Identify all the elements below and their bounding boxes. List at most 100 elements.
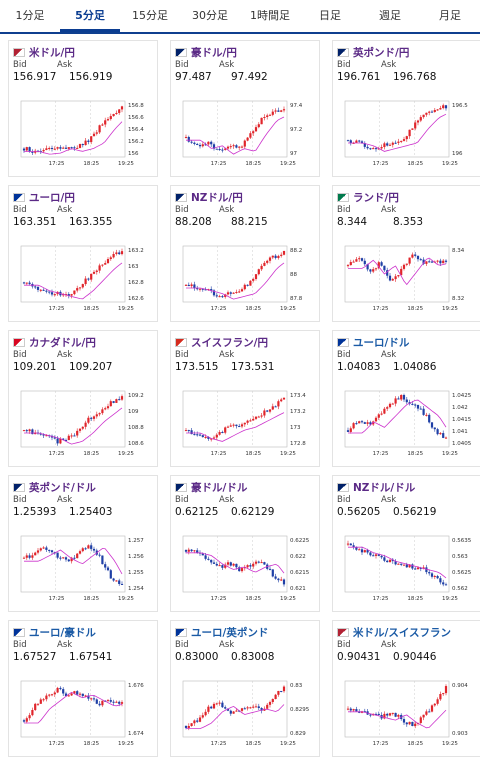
ask-value: 196.768: [393, 71, 437, 83]
rate-card[interactable]: ユーロ/円 Bid Ask 163.351 163.355 163.2 163 162.8 16…: [8, 185, 158, 322]
mini-chart[interactable]: 8.34 8.32 17:25 18:25 19:25: [337, 242, 477, 316]
rate-card[interactable]: 英ポンド/ドル Bid Ask 1.25393 1.25403 1.257 1.256 1.2…: [8, 475, 158, 612]
mini-chart[interactable]: 88.2 88 87.8 17:25 18:25 19:25: [175, 242, 315, 316]
candle-body: [115, 399, 118, 403]
candle-body: [232, 424, 235, 426]
rate-card[interactable]: 米ドル/スイスフラン Bid Ask 0.90431 0.90446 0.904 0.903…: [332, 620, 480, 757]
mini-chart[interactable]: 0.83 0.8295 0.829 17:25 18:25 19:25: [175, 677, 315, 751]
pair-name[interactable]: NZドル/ドル: [353, 481, 416, 494]
pair-name[interactable]: スイスフラン/円: [191, 336, 269, 349]
rate-card[interactable]: ユーロ/豪ドル Bid Ask 1.67527 1.67541 1.676 1.674 17:…: [8, 620, 158, 757]
tab-5[interactable]: 1時間足: [250, 9, 290, 22]
candle-body: [439, 578, 442, 583]
candle-body: [42, 699, 45, 701]
rate-card[interactable]: 豪ドル/ドル Bid Ask 0.62125 0.62129 0.6225 0.622 0.6…: [170, 475, 320, 612]
bid-value: 8.344: [337, 216, 368, 228]
mini-chart[interactable]: 173.4 173.2 173 172.8 17:25 18:25 19:25: [175, 387, 315, 461]
candle-body: [243, 567, 246, 569]
mini-chart[interactable]: 156.8 156.6 156.4 156.2 156 17:25 18:25 19:25: [13, 97, 153, 171]
candle-body: [408, 129, 411, 137]
candle-body: [45, 148, 48, 150]
candle-body: [346, 708, 350, 710]
candle-body: [422, 408, 425, 415]
candle-body: [78, 287, 82, 289]
candle-body: [358, 258, 361, 260]
y-tick-label: 196: [452, 151, 463, 157]
moving-average-line: [24, 121, 123, 155]
candle-body: [405, 564, 408, 568]
pair-name[interactable]: 英ポンド/円: [353, 46, 410, 59]
candle-body: [366, 422, 369, 424]
pair-name[interactable]: 豪ドル/円: [191, 46, 237, 59]
tab-6[interactable]: 日足: [319, 9, 341, 22]
rate-card[interactable]: 英ポンド/円 Bid Ask 196.761 196.768 196.5 196 17:25 1…: [332, 40, 480, 177]
pair-name[interactable]: カナダドル/円: [29, 336, 96, 349]
pair-name[interactable]: ユーロ/豪ドル: [29, 626, 96, 639]
candle-body: [433, 110, 436, 112]
tab-7[interactable]: 週足: [379, 9, 401, 22]
mini-chart[interactable]: 0.6225 0.622 0.6215 0.621 17:25 18:25 19:25: [175, 532, 315, 606]
candle-body: [70, 435, 73, 437]
candle-body: [204, 436, 207, 438]
bid-ask-labels: Bid Ask: [337, 640, 477, 650]
pair-name[interactable]: 米ドル/円: [29, 46, 75, 59]
pair-name[interactable]: ユーロ/英ポンド: [191, 626, 269, 639]
pair-name[interactable]: NZドル/円: [191, 191, 243, 204]
rate-card[interactable]: NZドル/ドル Bid Ask 0.56205 0.56219 0.5635 0.563 0.…: [332, 475, 480, 612]
mini-chart[interactable]: 163.2 163 162.8 162.6 17:25 18:25 19:25: [13, 242, 153, 316]
ask-label: Ask: [57, 640, 73, 650]
tab-8[interactable]: 月足: [439, 9, 461, 22]
mini-chart[interactable]: 0.904 0.903 17:25 18:25 19:25: [337, 677, 477, 751]
candle-body: [198, 717, 202, 722]
candle-body: [106, 567, 110, 571]
candle-body: [45, 435, 48, 437]
ask-label: Ask: [219, 350, 235, 360]
tab-1[interactable]: 1分足: [15, 9, 45, 22]
candle-body: [115, 580, 118, 582]
candle-body: [221, 296, 224, 298]
mini-chart[interactable]: 196.5 196 17:25 18:25 19:25: [337, 97, 477, 171]
rate-card[interactable]: ユーロ/ドル Bid Ask 1.04083 1.04086 1.0425 1.042 1.0…: [332, 330, 480, 467]
mini-chart[interactable]: 0.5635 0.563 0.5625 0.562 17:25 18:25 19:25: [337, 532, 477, 606]
bid-label: Bid: [337, 640, 351, 650]
candle-body: [386, 143, 389, 146]
pair-name[interactable]: ランド/円: [353, 191, 399, 204]
mini-chart[interactable]: 1.0425 1.042 1.0415 1.041 1.0405 17:25 18:25 19…: [337, 387, 477, 461]
candle-body: [87, 140, 90, 142]
pair-name[interactable]: 米ドル/スイスフラン: [353, 626, 452, 639]
rate-card[interactable]: ランド/円 Bid Ask 8.344 8.353 8.34 8.32 17:25 18:25 1…: [332, 185, 480, 322]
mini-chart[interactable]: 109.2 109 108.8 108.6 17:25 18:25 19:25: [13, 387, 153, 461]
pair-name[interactable]: 英ポンド/ドル: [29, 481, 96, 494]
candle-body: [391, 559, 394, 562]
y-tick-label: 97.2: [290, 127, 302, 133]
bid-label: Bid: [13, 640, 27, 650]
pair-name[interactable]: ユーロ/円: [29, 191, 75, 204]
rate-card[interactable]: カナダドル/円 Bid Ask 109.201 109.207 109.2 109 108.8…: [8, 330, 158, 467]
tab-2[interactable]: 5分足: [60, 0, 120, 32]
candle-body: [360, 258, 364, 261]
mini-chart[interactable]: 97.4 97.2 97 17:25 18:25 19:25: [175, 97, 315, 171]
candle-body: [28, 715, 31, 719]
mini-chart[interactable]: 1.676 1.674 17:25 18:25 19:25: [13, 677, 153, 751]
tab-4[interactable]: 30分足: [192, 9, 228, 22]
rate-card[interactable]: ユーロ/英ポンド Bid Ask 0.83000 0.83008 0.83 0.8295 0.…: [170, 620, 320, 757]
candle-body: [64, 693, 68, 697]
rate-card[interactable]: 豪ドル/円 Bid Ask 97.487 97.492 97.4 97.2 97 17:25 18…: [170, 40, 320, 177]
x-tick-label: 18:25: [83, 596, 99, 602]
pair-name[interactable]: 豪ドル/ドル: [191, 481, 248, 494]
candle-body: [34, 286, 37, 288]
tab-3[interactable]: 15分足: [132, 9, 168, 22]
bid-label: Bid: [337, 350, 351, 360]
chart-frame: [344, 535, 450, 593]
candle-body: [363, 550, 366, 553]
y-tick-label: 8.34: [452, 248, 465, 254]
ask-value: 1.04086: [393, 361, 437, 373]
rate-card[interactable]: 米ドル/円 Bid Ask 156.917 156.919 156.8 156.6 156.4…: [8, 40, 158, 177]
rate-card[interactable]: スイスフラン/円 Bid Ask 173.515 173.531 173.4 173.2 17…: [170, 330, 320, 467]
candle-body: [355, 259, 358, 262]
mini-chart[interactable]: 1.257 1.256 1.255 1.254 17:25 18:25 19:25: [13, 532, 153, 606]
bid-ask-labels: Bid Ask: [175, 60, 315, 70]
rate-card[interactable]: NZドル/円 Bid Ask 88.208 88.215 88.2 88 87.8 17:25 1…: [170, 185, 320, 322]
pair-name[interactable]: ユーロ/ドル: [353, 336, 410, 349]
candle-body: [76, 691, 79, 695]
